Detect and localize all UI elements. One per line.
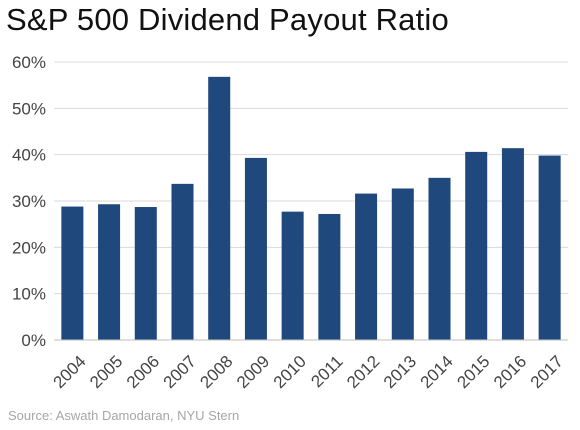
- bar-2009: [244, 157, 267, 340]
- gridlines: [54, 61, 568, 295]
- y-tick-label: 40%: [12, 146, 46, 165]
- x-tick-label: 2014: [417, 352, 457, 392]
- x-tick-labels: 2004200520062007200820092010201120122013…: [49, 352, 566, 392]
- x-tick-label: 2009: [233, 352, 273, 392]
- bar-2004: [61, 206, 84, 340]
- bar-2016: [501, 148, 524, 340]
- x-tick-label: 2004: [49, 352, 89, 392]
- y-tick-labels: 0% 10% 20% 30% 40% 50% 60%: [12, 53, 46, 350]
- x-tick-label: 2013: [380, 352, 420, 392]
- x-tick-label: 2007: [160, 352, 200, 392]
- bars: [61, 76, 561, 341]
- x-tick-label: 2017: [527, 352, 567, 392]
- bar-2010: [281, 211, 304, 340]
- x-tick-label: 2011: [307, 352, 346, 391]
- bar-2017: [538, 155, 561, 340]
- x-tick-label: 2015: [453, 352, 493, 392]
- x-tick-label: 2005: [86, 352, 126, 392]
- y-tick-label: 0%: [21, 331, 46, 350]
- x-tick-label: 2010: [270, 352, 310, 392]
- chart-title: S&P 500 Dividend Payout Ratio: [6, 2, 449, 37]
- bar-2011: [318, 213, 341, 340]
- bar-2013: [391, 188, 414, 340]
- bar-2008: [208, 76, 231, 341]
- x-tick-label: 2016: [490, 352, 530, 392]
- x-tick-label: 2006: [123, 352, 163, 392]
- bar-2014: [428, 177, 451, 340]
- y-tick-label: 30%: [12, 192, 46, 211]
- y-tick-label: 50%: [12, 99, 46, 118]
- x-tick-label: 2012: [343, 352, 383, 392]
- x-tick-label: 2008: [196, 352, 236, 392]
- bar-2007: [171, 183, 194, 340]
- source-note: Source: Aswath Damodaran, NYU Stern: [8, 408, 240, 423]
- y-tick-label: 10%: [12, 285, 46, 304]
- bar-2015: [465, 151, 488, 340]
- bar-2005: [98, 204, 121, 340]
- y-tick-label: 20%: [12, 238, 46, 257]
- bar-2012: [355, 193, 378, 340]
- bar-2006: [134, 207, 157, 340]
- y-tick-label: 60%: [12, 53, 46, 72]
